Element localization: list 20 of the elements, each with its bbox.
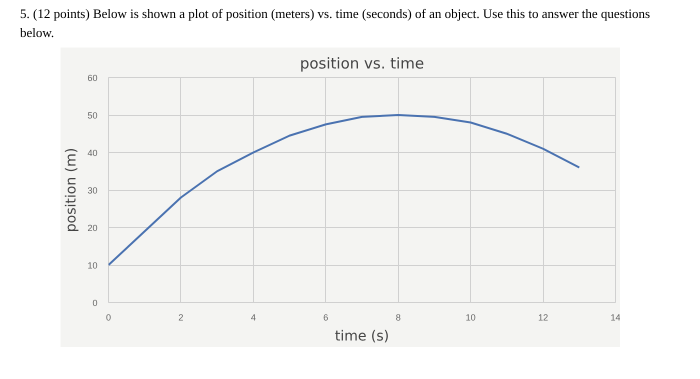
- y-tick-label: 30: [87, 186, 98, 196]
- y-tick-label: 60: [87, 73, 98, 84]
- x-tick-label: 2: [178, 312, 184, 323]
- x-tick-label: 8: [396, 312, 401, 323]
- y-tick-label: 50: [87, 110, 98, 121]
- x-tick-label: 4: [250, 312, 256, 323]
- line-series: [108, 114, 580, 266]
- y-tick-label: 40: [87, 148, 98, 158]
- y-tick-label: 20: [87, 223, 98, 234]
- x-tick-label: 10: [466, 312, 476, 323]
- y-axis-title: position (m): [63, 148, 80, 232]
- x-tick-label: 14: [610, 312, 621, 323]
- x-tick-label: 12: [538, 312, 548, 323]
- text: 5. (12 points) Below is shown a plot of position (meters) vs. time (seconds) of an object. Use this to answer the questions below.: [20, 5, 652, 42]
- y-tick-label: 10: [87, 260, 98, 271]
- chart-title: position vs. time: [300, 54, 424, 73]
- y-tick-label: 0: [92, 298, 98, 308]
- x-axis-title: time (s): [334, 328, 390, 345]
- x-tick-label: 6: [323, 312, 328, 323]
- x-tick-label: 0: [106, 312, 112, 323]
